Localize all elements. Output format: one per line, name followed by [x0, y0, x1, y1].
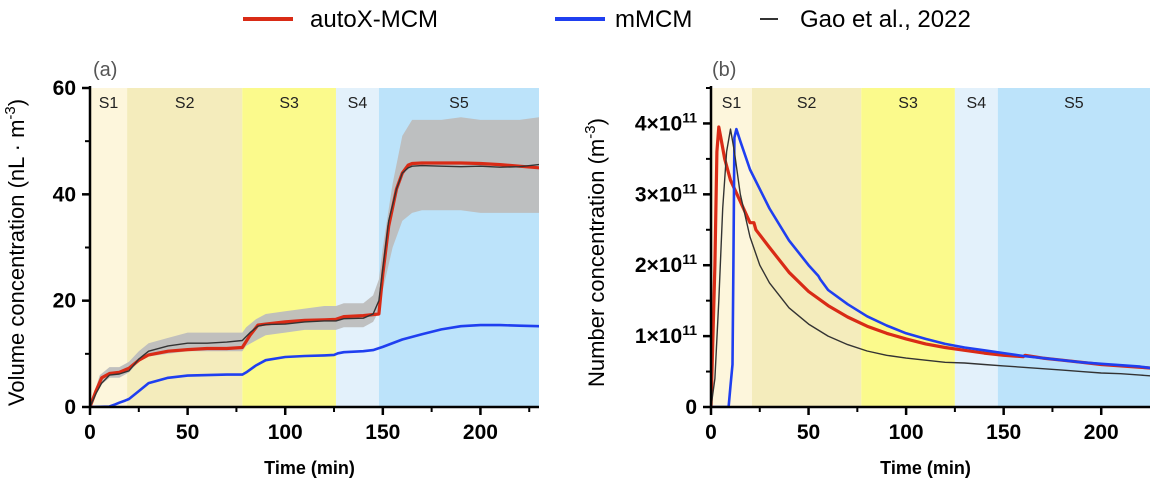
- stage-label-s4: S4: [348, 95, 368, 112]
- stage-band-s5: [997, 88, 1150, 407]
- stage-band-s1: [90, 88, 128, 407]
- plot-area: [711, 125, 1150, 407]
- stage-band-s3: [861, 88, 955, 407]
- y-tick-exponent: 11: [682, 322, 697, 338]
- series-line-mmcm: [711, 127, 1150, 407]
- stage-label-s2: S2: [797, 95, 817, 112]
- y-tick-mantissa: 3×10: [635, 183, 682, 206]
- stage-band-s4: [335, 88, 379, 407]
- y-tick-label-3: 60: [53, 77, 76, 100]
- y-axis-title: Volume concentration (nL · m-3): [2, 99, 29, 406]
- y-tick-label-0: 0: [64, 396, 76, 419]
- stage-label-s5: S5: [449, 95, 469, 112]
- x-tick-label-100: 100: [889, 421, 924, 444]
- stage-band-s4: [954, 88, 998, 407]
- panel-label: (b): [712, 59, 736, 81]
- stage-label-s3: S3: [279, 95, 299, 112]
- series-line-gao-et-al-2022: [711, 128, 1150, 407]
- y-axis-title-main: Number concentration (m: [584, 139, 609, 387]
- y-tick-exponent: 11: [682, 251, 697, 267]
- x-tick-label-0: 0: [705, 421, 717, 444]
- x-tick-label-100: 100: [268, 421, 303, 444]
- y-tick-label-1: 1×1011: [635, 322, 697, 348]
- y-tick-mantissa: 1×10: [635, 325, 682, 348]
- x-axis-title: Time (min): [264, 458, 355, 478]
- y-axis-title-tail: ): [584, 118, 609, 125]
- legend: autoX-MCM mMCM Gao et al., 2022: [243, 6, 971, 33]
- legend-label-1: autoX-MCM: [310, 6, 438, 33]
- x-tick-label-0: 0: [84, 421, 96, 444]
- y-tick-mantissa: 4×10: [635, 112, 682, 135]
- series-line-gao-et-al-2022: [90, 163, 539, 407]
- x-tick-label-200: 200: [1084, 421, 1119, 444]
- y-tick-label-0: 0: [685, 396, 697, 419]
- panel-b-number-chart: S1 S2 S3 S4 S50 50 100 150 20001×10112×10113×101…: [582, 59, 1150, 478]
- y-tick-label-1: 20: [53, 290, 76, 313]
- stage-band-s2: [127, 88, 243, 407]
- x-tick-label-150: 150: [365, 421, 400, 444]
- y-tick-label-2: 40: [53, 183, 76, 206]
- x-tick-label-50: 50: [797, 421, 820, 444]
- y-axis-title-sup: -3: [2, 106, 19, 119]
- y-axis-title-tail: ): [4, 99, 29, 106]
- y-tick-exponent: 11: [682, 109, 697, 125]
- stage-label-s4: S4: [967, 95, 987, 112]
- stage-label-s1: S1: [99, 95, 119, 112]
- stage-band-s3: [242, 88, 336, 407]
- plot-area: [90, 117, 539, 407]
- stage-label-s1: S1: [722, 95, 742, 112]
- y-axis-title-sup: -3: [582, 125, 599, 138]
- series-line-mmcm: [90, 323, 539, 407]
- x-tick-label-200: 200: [463, 421, 498, 444]
- stage-label-s3: S3: [898, 95, 918, 112]
- x-tick-label-150: 150: [986, 421, 1021, 444]
- y-tick-label-4: 4×1011: [635, 109, 697, 135]
- y-tick-mantissa: 2×10: [635, 254, 682, 277]
- panel-a-volume-chart: S1 S2 S3 S4 S5 0 50 100 150 200 0 20 40 60 Time (min) V…: [2, 59, 539, 478]
- stage-label-s5: S5: [1064, 95, 1084, 112]
- x-tick-label-50: 50: [176, 421, 199, 444]
- y-axis-title: Number concentration (m-3): [582, 118, 609, 387]
- y-tick-label-3: 3×1011: [635, 180, 697, 206]
- uncertainty-band: [90, 117, 539, 407]
- x-axis-title: Time (min): [880, 458, 971, 478]
- legend-label-2: mMCM: [615, 6, 692, 33]
- y-axis-title-main: Volume concentration (nL · m: [4, 120, 29, 407]
- legend-label-3: Gao et al., 2022: [800, 6, 971, 33]
- panel-label: (a): [93, 59, 117, 81]
- y-tick-label-2: 2×1011: [635, 251, 697, 277]
- stage-label-s2: S2: [175, 95, 195, 112]
- y-tick-exponent: 11: [682, 180, 697, 196]
